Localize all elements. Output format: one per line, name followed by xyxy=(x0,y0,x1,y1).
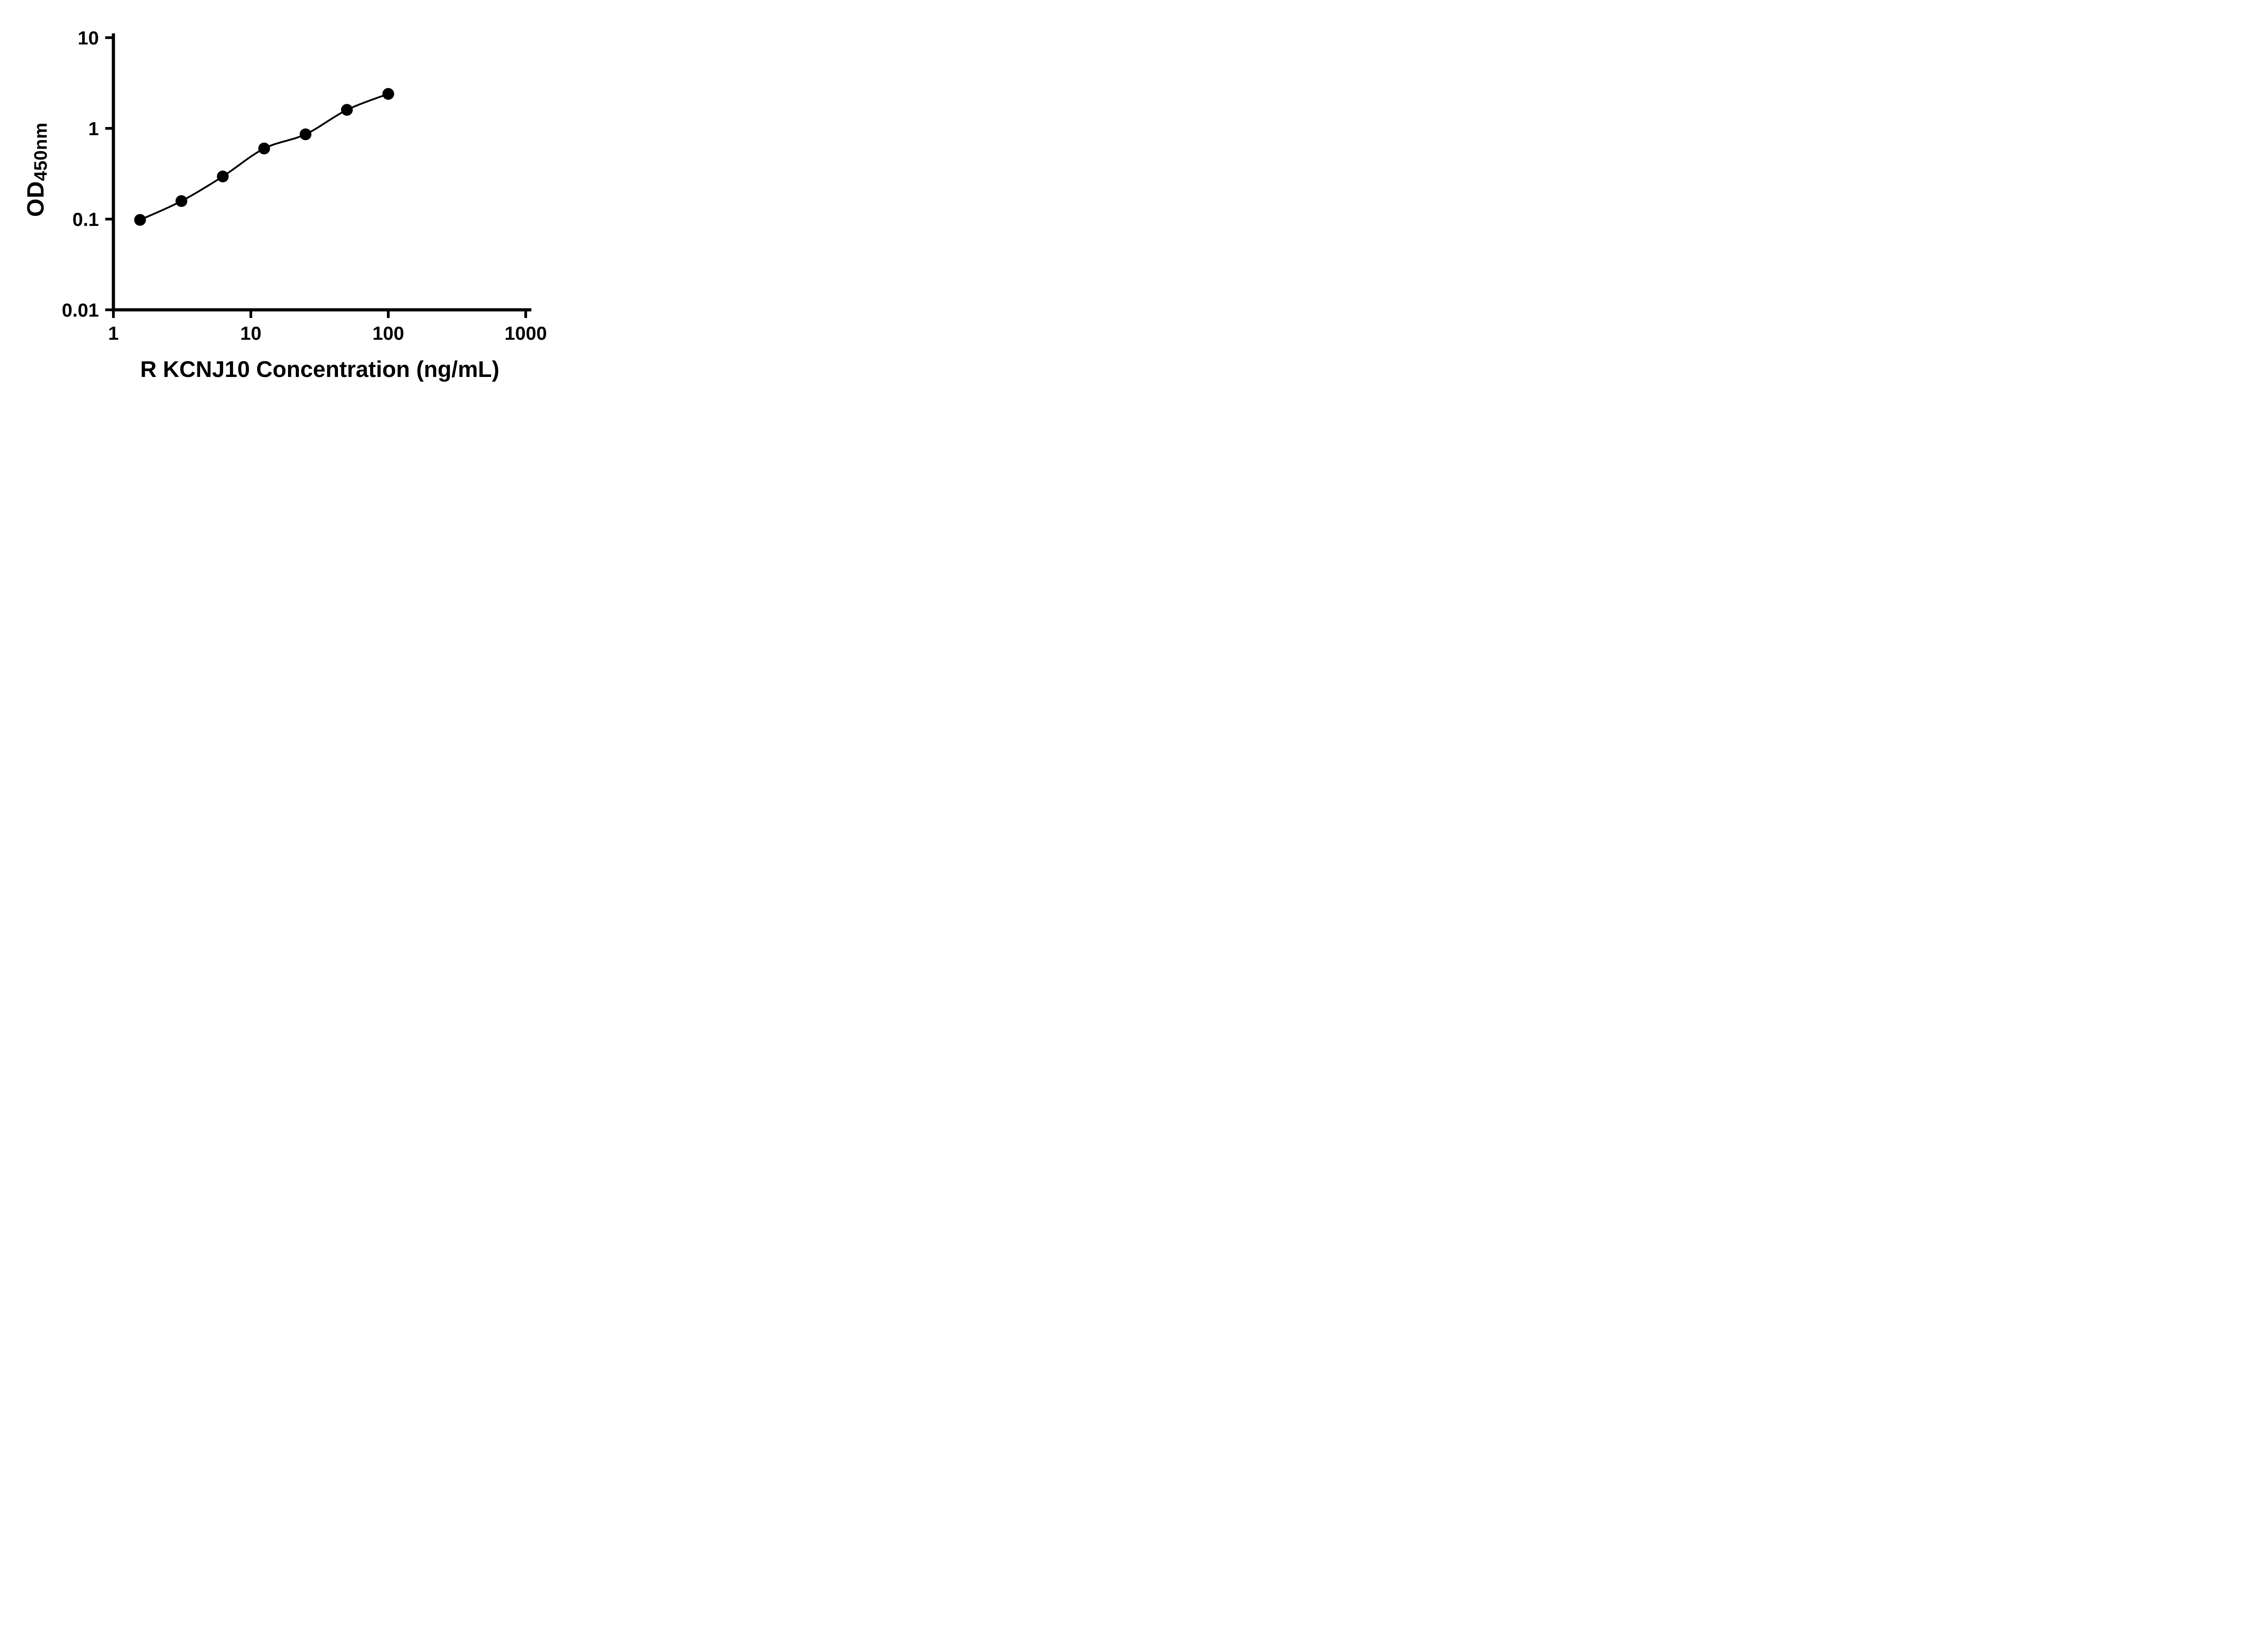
chart-canvas: 1 10 100 1000 0.01 0.1 1 10 xyxy=(62,27,547,344)
data-point xyxy=(217,171,229,183)
x-axis-tick-label: 1 xyxy=(108,323,118,344)
y-axis-tick-label: 10 xyxy=(78,27,99,49)
y-axis-title-subscript: 450nm xyxy=(31,122,51,181)
y-axis-title: OD450nm xyxy=(22,122,51,217)
data-point xyxy=(175,195,187,207)
x-axis-title: R KCNJ10 Concentration (ng/mL) xyxy=(140,357,499,382)
data-point xyxy=(382,88,394,100)
y-axis-tick-label: 0.1 xyxy=(73,209,99,230)
data-point xyxy=(299,128,312,141)
data-point xyxy=(258,142,270,155)
y-axis-tick-label: 1 xyxy=(88,118,99,139)
data-point xyxy=(341,104,353,116)
data-point xyxy=(134,214,146,226)
x-axis-tick-label: 10 xyxy=(240,323,262,344)
x-axis-tick-label: 100 xyxy=(372,323,404,344)
y-axis-tick-label: 0.01 xyxy=(62,299,99,321)
y-axis-title-main: OD xyxy=(23,181,49,217)
elisa-standard-curve-figure: 1 10 100 1000 0.01 0.1 1 10 OD450nm R KCNJ10 Co… xyxy=(0,0,583,408)
x-axis-tick-label: 1000 xyxy=(504,323,547,344)
